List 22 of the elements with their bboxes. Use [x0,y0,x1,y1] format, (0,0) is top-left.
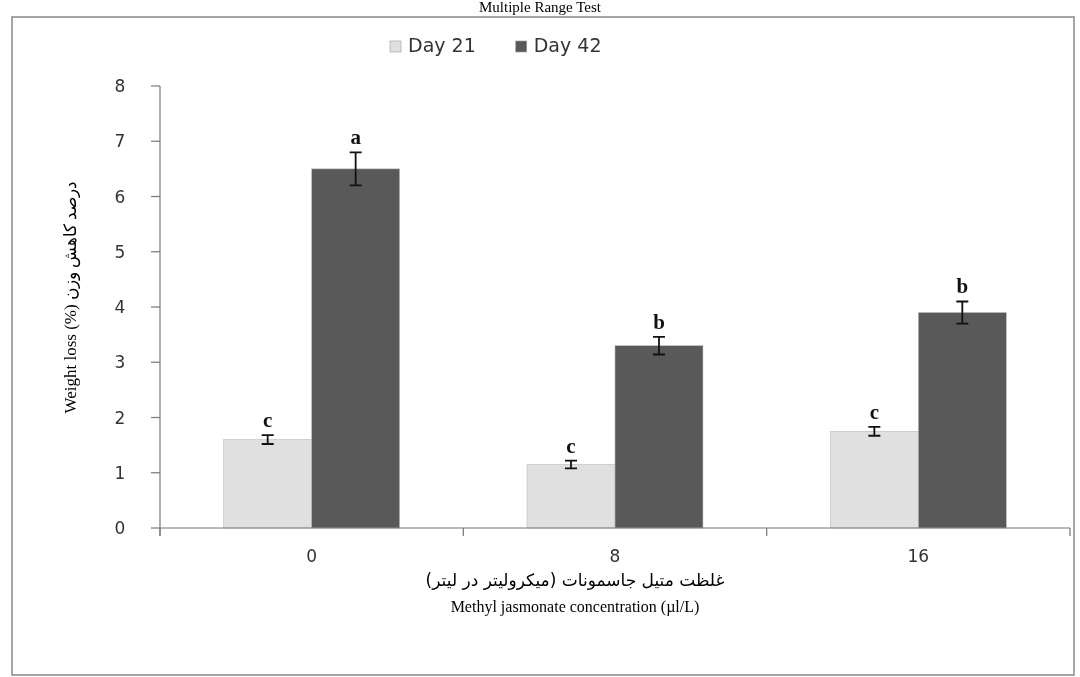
y-tick-label: 1 [114,462,126,483]
y-tick-label: 0 [114,518,126,538]
annotation: c [566,433,576,458]
x-tick-label: 8 [609,546,621,566]
legend-label: Day 42 [533,34,602,56]
annotation: b [653,309,665,334]
chart-title: Multiple Range Test [479,0,602,15]
annotation: a [350,125,362,150]
x-tick-label: 16 [907,546,930,566]
y-tick-label: 4 [114,297,126,317]
y-axis-title: Weight loss (%) درصد کاهش وزن [61,180,81,414]
legend-label: Day 21 [408,34,476,56]
y-tick-label: 2 [114,407,126,428]
y-tick-label: 5 [114,241,126,262]
annotation: c [263,408,273,433]
y-tick-label: 3 [114,352,126,373]
x-tick-label: 0 [306,546,318,566]
y-tick-label: 7 [114,131,126,152]
y-tick-label: 6 [114,186,126,207]
annotation: c [869,399,880,424]
annotation: b [956,274,969,299]
y-tick-label: 8 [114,76,126,96]
